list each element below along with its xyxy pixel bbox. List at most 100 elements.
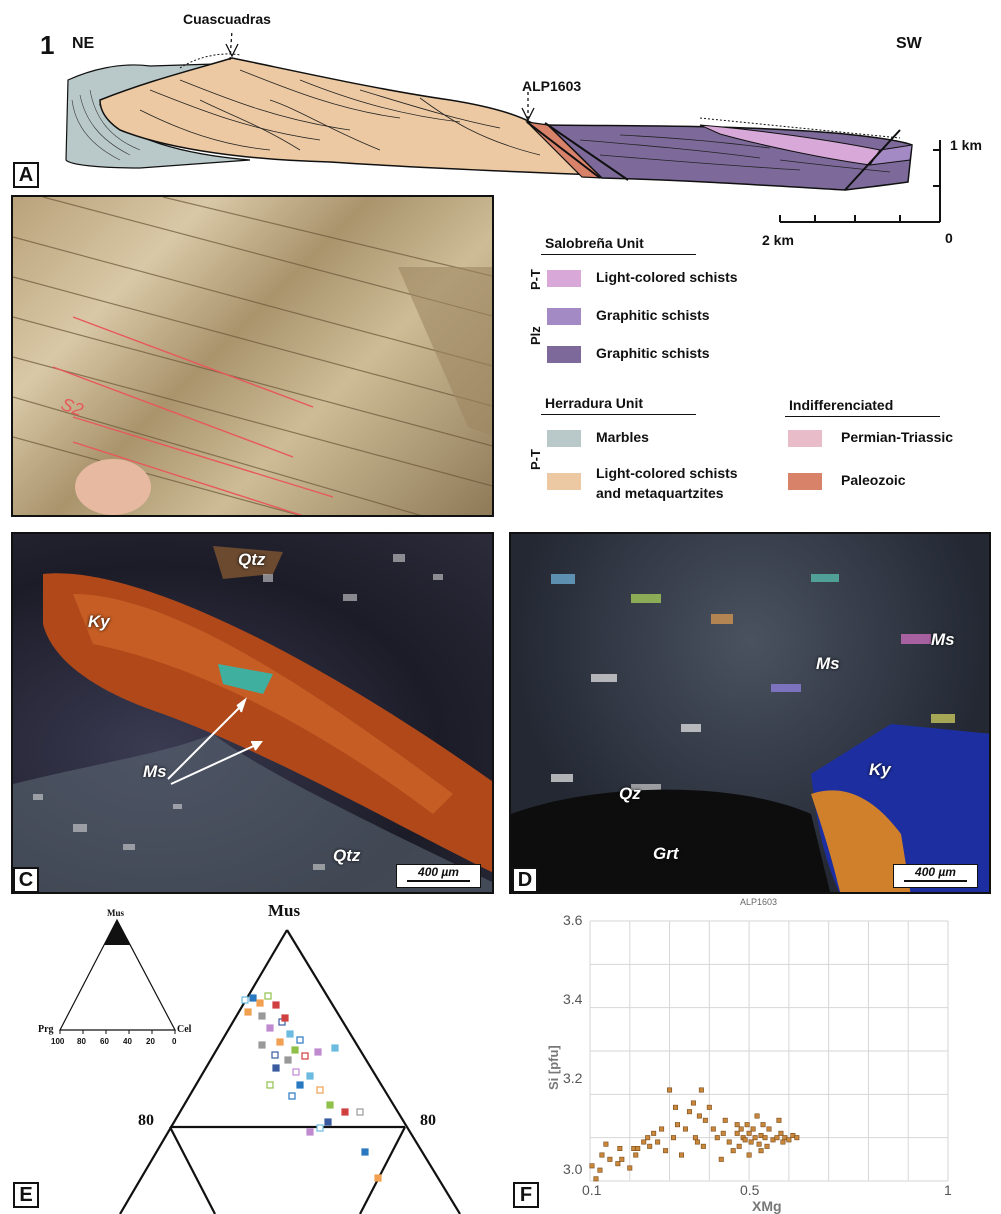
ternary-point [271,1051,279,1059]
data-point [647,1143,653,1149]
x-tick-1: 1 [944,1182,952,1198]
legend-age-pt-2: P-T [528,449,543,470]
scale-zero: 0 [945,230,953,246]
chart-title: ALP1603 [740,897,778,907]
data-point [730,1148,736,1154]
data-point [756,1141,762,1147]
data-point [593,1176,599,1182]
label-qz-d: Qz [619,784,641,803]
data-point [678,1152,684,1158]
inset-tick-100: 100 [51,1037,65,1046]
inset-apex-label: Mus [107,908,125,918]
ternary-point [258,1012,266,1020]
data-point [764,1143,770,1149]
ternary-left-80: 80 [138,1112,154,1129]
legend-swatch-paleozoic [788,473,822,490]
scalebar-d: 400 µm [893,864,978,888]
ternary-point [286,1030,294,1038]
sample-label: ALP1603 [522,78,582,94]
inset-tick-0: 0 [172,1037,177,1046]
ternary-point [316,1086,324,1094]
label-ms-d2: Ms [931,630,955,649]
data-point [742,1137,748,1143]
data-point [589,1163,595,1169]
panel-label-a: A [13,162,39,188]
data-point [597,1167,603,1173]
data-point [722,1117,728,1123]
data-point [718,1156,724,1162]
ternary-point [272,1064,280,1072]
data-point [700,1143,706,1149]
micrograph-c: Qtz Ky Ms Qtz 400 µm [11,532,494,894]
data-point [694,1139,700,1145]
ternary-point [306,1128,314,1136]
x-tick-0-5: 0.5 [740,1182,760,1198]
legend-label-herradura-schists-2: and metaquartzites [596,485,724,501]
ternary-point [316,1124,324,1132]
data-point [663,1148,669,1154]
scatter-chart [589,920,949,1182]
panel-label-e: E [13,1182,39,1208]
data-point [746,1130,752,1136]
label-ms-c: Ms [143,762,167,781]
data-point [720,1130,726,1136]
label-grt-d: Grt [653,844,679,863]
direction-ne: NE [72,35,95,52]
ternary-point [292,1068,300,1076]
data-point [762,1135,768,1141]
ternary-point [266,1024,274,1032]
ternary-point [264,992,272,1000]
legend-age-pt-1: P-T [528,269,543,290]
data-point [673,1104,679,1110]
ternary-point [258,1041,266,1049]
ternary-point [341,1108,349,1116]
y-tick-3-2: 3.2 [563,1070,583,1086]
ternary-point [361,1148,369,1156]
data-point [736,1143,742,1149]
label-qtz-top: Qtz [238,550,266,569]
micrograph-d: Ms Ms Ky Qz Grt 400 µm [509,532,991,894]
legend-swatch-permian [788,430,822,447]
scale-1km: 1 km [950,137,982,153]
data-point [714,1135,720,1141]
legend-label-paleozoic: Paleozoic [841,472,906,488]
data-point [748,1139,754,1145]
ternary-point [284,1056,292,1064]
peak-label: Cuascuadras [183,11,271,27]
data-point [651,1130,657,1136]
ternary-point [244,1008,252,1016]
data-point [645,1135,651,1141]
data-point [603,1141,609,1147]
ternary-point [276,1038,284,1046]
x-axis-label: XMg [752,1198,782,1214]
y-axis-label: Si [pfu] [546,1045,561,1090]
legend-label-graphitic-2: Graphitic schists [596,345,710,361]
data-point [734,1130,740,1136]
data-point [675,1122,681,1128]
ternary-point [272,1001,280,1009]
data-point [607,1156,613,1162]
inset-tick-60: 60 [100,1037,109,1046]
data-point [766,1126,772,1132]
ternary-point [281,1014,289,1022]
ternary-point [326,1101,334,1109]
legend-swatch-light-salobrena [547,270,581,287]
data-point [667,1087,673,1093]
ternary-point [324,1118,332,1126]
ternary-point [288,1092,296,1100]
data-point [744,1122,750,1128]
y-tick-3-6: 3.6 [563,912,583,928]
data-point [682,1126,688,1132]
data-point [780,1139,786,1145]
ternary-point [266,1081,274,1089]
data-point [659,1126,665,1132]
data-point [760,1122,766,1128]
data-point [702,1117,708,1123]
y-tick-3-0: 3.0 [563,1161,583,1177]
data-point [690,1100,696,1106]
legend-swatch-graphitic-2 [547,346,581,363]
label-ms-d1: Ms [816,654,840,673]
legend-herradura-title: Herradura Unit [545,395,644,411]
ternary-point [256,999,264,1007]
ternary-diagram [59,918,461,1214]
